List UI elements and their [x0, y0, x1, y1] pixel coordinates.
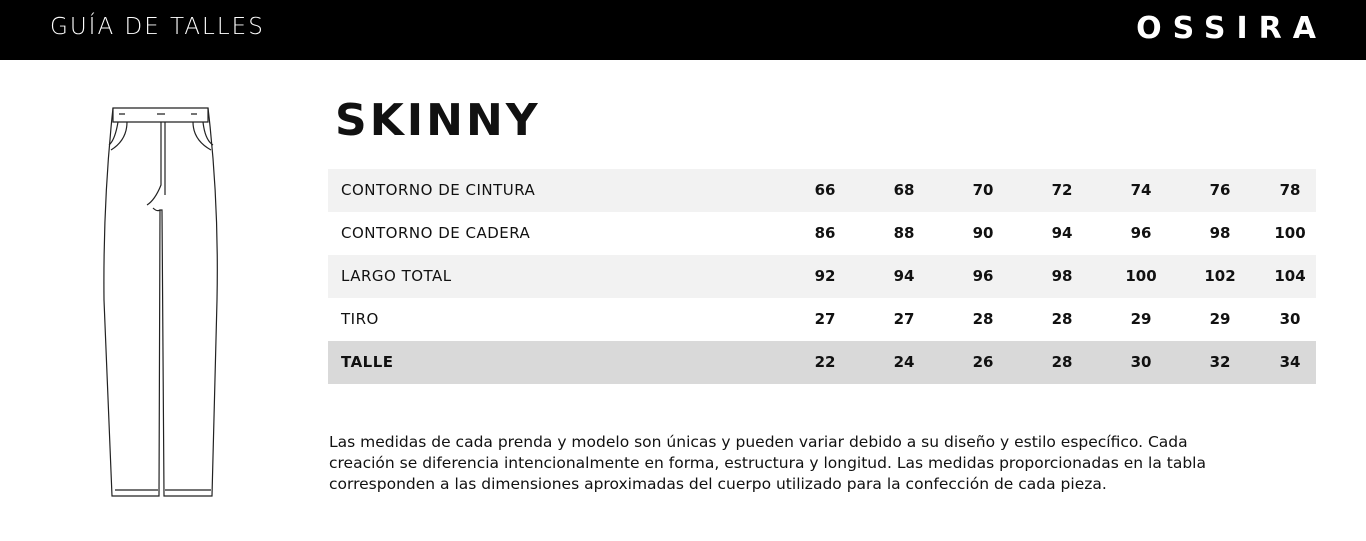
table-row: LARGO TOTAL 92 94 96 98 100 102 104	[328, 255, 1316, 298]
cell-value: 76	[1209, 181, 1231, 199]
table-row: CONTORNO DE CADERA 86 88 90 94 96 98 100	[328, 212, 1316, 255]
row-label: TIRO	[341, 310, 379, 328]
cell-value: 70	[972, 181, 994, 199]
header-title: GUÍA DE TALLES	[50, 14, 265, 40]
row-label: TALLE	[341, 353, 394, 371]
cell-value: 94	[893, 267, 915, 285]
cell-value: 66	[814, 181, 836, 199]
table-row: TIRO 27 27 28 28 29 29 30	[328, 298, 1316, 341]
product-title: SKINNY	[335, 95, 541, 146]
cell-value: 98	[1209, 224, 1231, 242]
cell-value: 30	[1279, 310, 1301, 328]
cell-value: 98	[1051, 267, 1073, 285]
cell-value: 28	[1051, 353, 1073, 371]
note-line: corresponden a las dimensiones aproximad…	[329, 475, 1107, 493]
row-label: CONTORNO DE CADERA	[341, 224, 531, 242]
cell-value: 96	[972, 267, 994, 285]
cell-value: 24	[893, 353, 915, 371]
cell-value: 78	[1279, 181, 1301, 199]
size-table: CONTORNO DE CINTURA 66 68 70 72 74 76 78 CONTORN…	[328, 169, 1316, 384]
cell-value: 30	[1130, 353, 1152, 371]
row-label: LARGO TOTAL	[341, 267, 452, 285]
row-label: CONTORNO DE CINTURA	[341, 181, 536, 199]
cell-value: 74	[1130, 181, 1152, 199]
cell-value: 88	[893, 224, 915, 242]
brand: OSSIRA	[1136, 11, 1327, 46]
cell-value: 102	[1204, 267, 1236, 285]
cell-value: 94	[1051, 224, 1073, 242]
cell-value: 34	[1279, 353, 1301, 371]
cell-value: 104	[1274, 267, 1306, 285]
header-bar: GUÍA DE TALLES OSSIRA	[0, 0, 1366, 60]
cell-value: 90	[972, 224, 994, 242]
cell-value: 86	[814, 224, 836, 242]
cell-value: 92	[814, 267, 836, 285]
pants-illustration	[103, 107, 218, 497]
note-line: creación se diferencia intencionalmente …	[329, 454, 1206, 472]
cell-value: 32	[1209, 353, 1231, 371]
cell-value: 96	[1130, 224, 1152, 242]
cell-value: 100	[1274, 224, 1306, 242]
note-line: Las medidas de cada prenda y modelo son …	[329, 433, 1188, 451]
cell-value: 27	[893, 310, 915, 328]
cell-value: 26	[972, 353, 994, 371]
cell-value: 22	[814, 353, 836, 371]
cell-value: 29	[1130, 310, 1152, 328]
table-row: TALLE 22 24 26 28 30 32 34	[328, 341, 1316, 384]
cell-value: 29	[1209, 310, 1231, 328]
cell-value: 68	[893, 181, 915, 199]
table-row: CONTORNO DE CINTURA 66 68 70 72 74 76 78	[328, 169, 1316, 212]
cell-value: 27	[814, 310, 836, 328]
cell-value: 28	[1051, 310, 1073, 328]
cell-value: 100	[1125, 267, 1157, 285]
cell-value: 28	[972, 310, 994, 328]
cell-value: 72	[1051, 181, 1073, 199]
note: Las medidas de cada prenda y modelo son …	[329, 432, 1206, 495]
